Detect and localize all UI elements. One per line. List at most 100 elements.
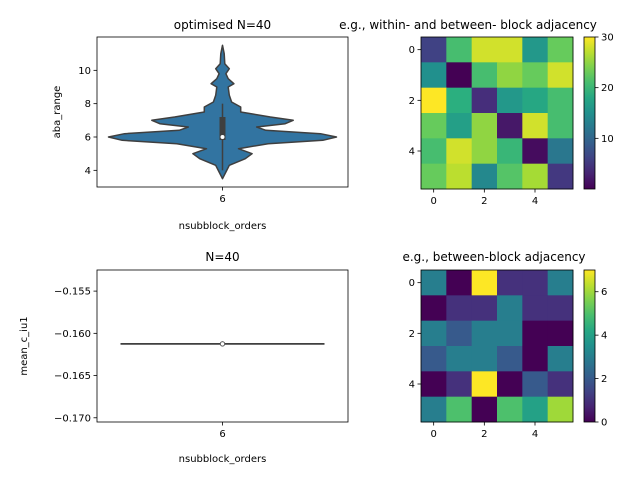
heatmap-cell bbox=[471, 396, 498, 423]
y-tick-label: 2 bbox=[409, 329, 415, 340]
heatmap-cell bbox=[522, 371, 549, 398]
y-tick-label: −0.165 bbox=[54, 371, 91, 382]
heatmap-cell bbox=[522, 320, 549, 347]
y-tick-label: 4 bbox=[409, 380, 415, 391]
heatmap-cell bbox=[421, 320, 447, 347]
x-tick-label: 6 bbox=[219, 194, 225, 205]
heatmap-cell bbox=[522, 87, 549, 114]
x-axis-label: nsubblock_orders bbox=[179, 221, 267, 232]
heatmap-cell bbox=[446, 62, 473, 89]
heatmap-cell bbox=[522, 62, 549, 89]
violin-median-point bbox=[220, 135, 225, 139]
y-tick-label: 2 bbox=[409, 96, 415, 107]
heatmap-cell bbox=[421, 346, 447, 372]
heatmap-cell bbox=[547, 62, 574, 89]
chart-title: optimised N=40 bbox=[174, 18, 271, 32]
y-tick-label: −0.160 bbox=[54, 329, 91, 340]
heatmap-cell bbox=[446, 87, 473, 114]
heatmap-cell bbox=[421, 163, 447, 190]
colorbar-tick-label: 0 bbox=[601, 418, 607, 429]
heatmap-cell bbox=[522, 396, 549, 423]
heatmap-cell bbox=[497, 163, 523, 190]
heatmap-cell bbox=[547, 163, 574, 190]
heatmap-cell bbox=[522, 270, 549, 296]
x-tick-label: 0 bbox=[430, 429, 436, 440]
heatmap-cell bbox=[471, 320, 498, 347]
heatmap-cell bbox=[421, 138, 447, 165]
heatmap-cell bbox=[446, 371, 473, 398]
heatmap-cell bbox=[547, 37, 574, 63]
y-tick-label: 8 bbox=[85, 99, 91, 110]
heatmap-cell bbox=[421, 371, 447, 398]
heatmap-cell bbox=[421, 295, 447, 322]
y-tick-label: −0.155 bbox=[54, 287, 91, 298]
heatmap-cell bbox=[446, 113, 473, 139]
heatmap-cell bbox=[522, 163, 549, 190]
heatmap-cell bbox=[446, 320, 473, 347]
heatmap-cell bbox=[497, 295, 523, 322]
x-tick-label: 4 bbox=[532, 196, 538, 207]
heatmap-cell bbox=[547, 295, 574, 322]
x-tick-label: 2 bbox=[481, 196, 487, 207]
y-tick-label: 4 bbox=[409, 147, 415, 158]
colorbar-tick-label: 2 bbox=[601, 374, 607, 385]
heatmap-cell bbox=[522, 346, 549, 372]
heatmap-cell bbox=[497, 87, 523, 114]
heatmap-panel-top: 0 2 4 0 2 4 10 20 30 e.g., within- and between- … bbox=[339, 18, 614, 207]
x-axis-label: nsubblock_orders bbox=[179, 454, 267, 465]
heatmap-cell bbox=[471, 371, 498, 398]
chart-title: N=40 bbox=[205, 250, 239, 264]
heatmap-cell bbox=[522, 113, 549, 139]
y-tick-label: 4 bbox=[85, 166, 91, 177]
violin-panel-bottom: −0.155 −0.160 −0.165 −0.170 6 N=40 nsubblock… bbox=[19, 250, 349, 465]
heatmap-cell bbox=[497, 371, 523, 398]
colorbar-tick-label: 6 bbox=[601, 287, 607, 298]
heatmap-cell bbox=[471, 163, 498, 190]
heatmap-cell bbox=[446, 163, 473, 190]
y-axis-label: aba_range bbox=[52, 86, 63, 139]
heatmap-cell bbox=[421, 113, 447, 139]
heatmap-cell bbox=[497, 138, 523, 165]
heatmap-cell bbox=[446, 37, 473, 63]
heatmap-cell bbox=[497, 346, 523, 372]
y-tick-label: 6 bbox=[85, 133, 91, 144]
heatmap-cell bbox=[522, 138, 549, 165]
chart-title: e.g., within- and between- block adjacen… bbox=[339, 18, 597, 32]
y-tick-label: −0.170 bbox=[54, 413, 91, 424]
violin-median-point bbox=[219, 341, 226, 347]
heatmap-cell bbox=[497, 396, 523, 423]
heatmap-cell bbox=[421, 396, 447, 423]
heatmap-cell bbox=[471, 62, 498, 89]
heatmap-cell bbox=[446, 138, 473, 165]
colorbar-tick-label: 4 bbox=[601, 331, 607, 342]
heatmap-cell bbox=[421, 37, 447, 63]
heatmap-cell bbox=[497, 37, 523, 63]
heatmap-cell bbox=[421, 87, 447, 114]
heatmap-cell bbox=[446, 270, 473, 296]
heatmap-cell bbox=[547, 270, 574, 296]
heatmap-cell bbox=[497, 113, 523, 139]
heatmap-cell bbox=[471, 295, 498, 322]
colorbar-tick-label: 30 bbox=[601, 33, 614, 44]
heatmap-cell bbox=[547, 371, 574, 398]
heatmap-cell bbox=[446, 295, 473, 322]
heatmap-cell bbox=[446, 346, 473, 372]
chart-title: e.g., between-block adjacency bbox=[402, 250, 585, 264]
heatmap-panel-bottom: 0 2 4 0 2 4 0 2 4 6 e.g., between-block adjacency bbox=[402, 250, 607, 440]
colorbar-tick-label: 20 bbox=[601, 83, 614, 94]
heatmap-cell bbox=[471, 37, 498, 63]
heatmap-cell bbox=[471, 87, 498, 114]
heatmap-cell bbox=[547, 113, 574, 139]
colorbar bbox=[583, 36, 596, 190]
heatmap-cell bbox=[446, 396, 473, 423]
y-axis-label: mean_c_iu1 bbox=[19, 316, 30, 375]
heatmap-cell bbox=[471, 270, 498, 296]
y-tick-label: 0 bbox=[409, 278, 415, 289]
x-tick-label: 6 bbox=[219, 429, 225, 440]
heatmap-cell bbox=[522, 37, 549, 63]
heatmap-frame bbox=[420, 269, 574, 423]
violin-panel-top: 4 6 8 10 6 optimised N=40 nsubblock_orders a… bbox=[52, 18, 349, 232]
heatmap-cell bbox=[547, 320, 574, 347]
heatmap-cell bbox=[522, 295, 549, 322]
